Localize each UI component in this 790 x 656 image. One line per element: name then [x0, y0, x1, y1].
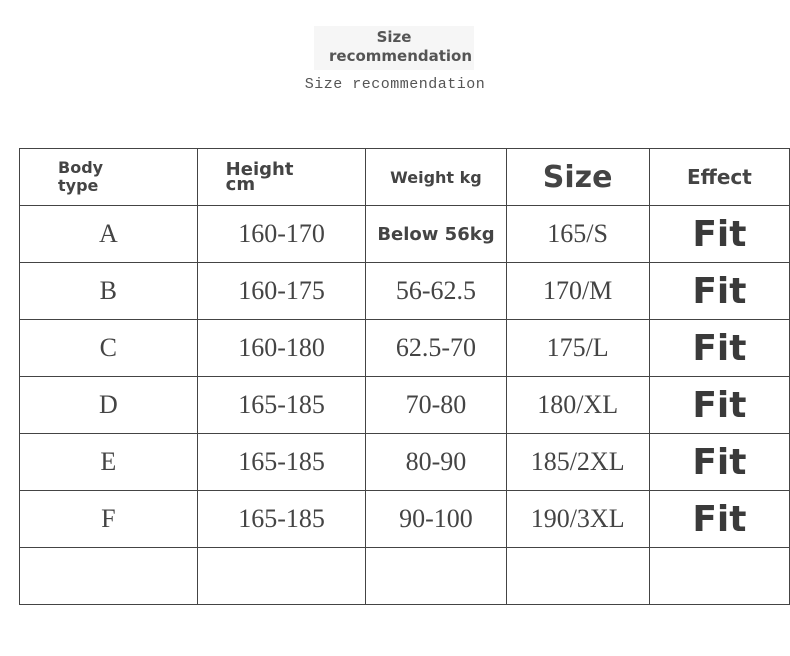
- cell-effect: Fit: [648, 490, 790, 548]
- table-row: B 160-175 56-62.5 170/M Fit: [19, 262, 790, 320]
- cell-effect: [648, 547, 790, 605]
- cell-weight: Below 56kg: [365, 205, 507, 263]
- cell-height: 165-185: [196, 433, 367, 491]
- cell-body-type: E: [19, 433, 198, 491]
- cell-size: 175/L: [505, 319, 650, 377]
- cell-height: 160-170: [196, 205, 367, 263]
- size-table: Body type Height cm Weight kg Size Effec…: [19, 148, 790, 605]
- cell-weight: 62.5-70: [365, 319, 507, 377]
- cell-body-type: B: [19, 262, 198, 320]
- page-subtitle: Size recommendation: [304, 76, 486, 93]
- cell-weight: 56-62.5: [365, 262, 507, 320]
- table-row: E 165-185 80-90 185/2XL Fit: [19, 433, 790, 491]
- cell-body-type: [19, 547, 198, 605]
- cell-weight: [365, 547, 507, 605]
- table-row: A 160-170 Below 56kg 165/S Fit: [19, 205, 790, 263]
- page-title: Size recommendation: [329, 28, 473, 65]
- cell-height: 165-185: [196, 490, 367, 548]
- table-row: [19, 547, 790, 605]
- cell-body-type: A: [19, 205, 198, 263]
- cell-body-type: F: [19, 490, 198, 548]
- cell-size: [505, 547, 650, 605]
- cell-size: 180/XL: [505, 376, 650, 434]
- cell-effect: Fit: [648, 319, 790, 377]
- cell-body-type: C: [19, 319, 198, 377]
- cell-height: [196, 547, 367, 605]
- col-effect: Effect: [648, 148, 790, 206]
- title-box: Size recommendation: [314, 26, 474, 70]
- cell-weight: 70-80: [365, 376, 507, 434]
- cell-height: 165-185: [196, 376, 367, 434]
- col-weight: Weight kg: [365, 148, 507, 206]
- cell-size: 185/2XL: [505, 433, 650, 491]
- table-row: D 165-185 70-80 180/XL Fit: [19, 376, 790, 434]
- cell-effect: Fit: [648, 433, 790, 491]
- cell-weight: 90-100: [365, 490, 507, 548]
- col-size: Size: [505, 148, 650, 206]
- cell-body-type: D: [19, 376, 198, 434]
- table-header-row: Body type Height cm Weight kg Size Effec…: [19, 148, 790, 206]
- cell-size: 170/M: [505, 262, 650, 320]
- table-row: C 160-180 62.5-70 175/L Fit: [19, 319, 790, 377]
- cell-effect: Fit: [648, 262, 790, 320]
- col-body-type: Body type: [19, 148, 198, 206]
- cell-height: 160-175: [196, 262, 367, 320]
- cell-height: 160-180: [196, 319, 367, 377]
- cell-size: 190/3XL: [505, 490, 650, 548]
- cell-weight: 80-90: [365, 433, 507, 491]
- col-height: Height cm: [196, 148, 367, 206]
- cell-size: 165/S: [505, 205, 650, 263]
- cell-effect: Fit: [648, 205, 790, 263]
- table-row: F 165-185 90-100 190/3XL Fit: [19, 490, 790, 548]
- cell-effect: Fit: [648, 376, 790, 434]
